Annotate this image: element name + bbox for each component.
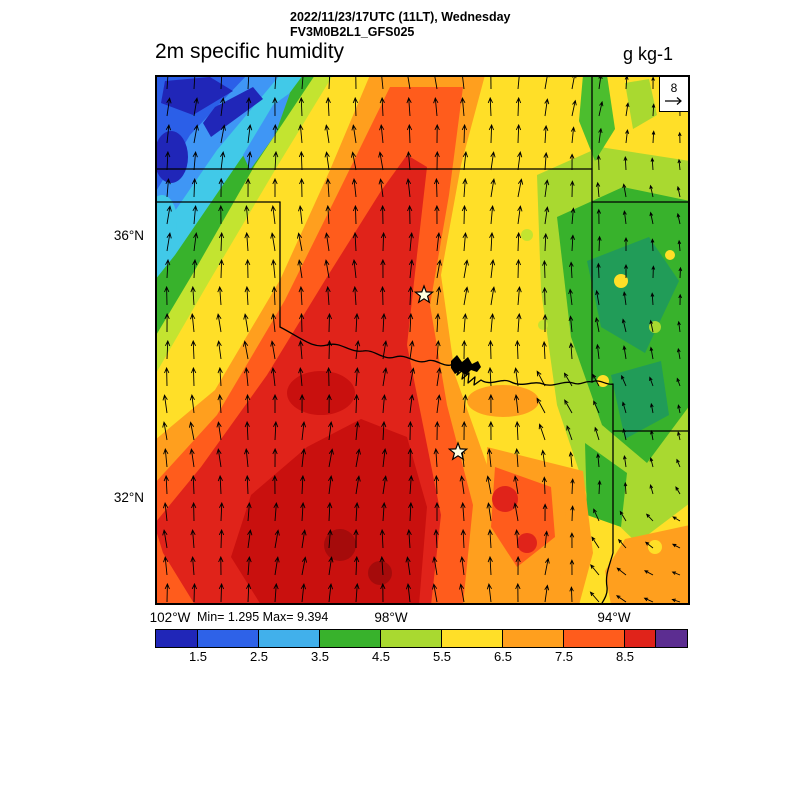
units-label: g kg-1: [623, 44, 674, 64]
colorbar-bin: [320, 630, 381, 647]
datetime-title: 2022/11/23/17UTC (11LT), Wednesday: [290, 10, 511, 24]
colorbar-tick-label: 6.5: [493, 649, 513, 664]
colorbar-bin: [259, 630, 320, 647]
colorbar-tick-label: 2.5: [249, 649, 269, 664]
wind-vector-field: [162, 75, 683, 603]
colorbar-bin: [156, 630, 198, 647]
plot-title-block: 2022/11/23/17UTC (11LT), Wednesday FV3M0…: [290, 10, 510, 40]
field-title: 2m specific humidity: [155, 40, 345, 63]
humidity-field: [155, 75, 690, 605]
humidity-map-canvas: 8: [155, 75, 690, 605]
model-title: FV3M0B2L1_GFS025: [290, 25, 415, 39]
map-frame: [155, 75, 690, 605]
colorbar-bin: [625, 630, 656, 647]
reference-wind-arrow-icon: [665, 97, 682, 105]
colorbar-bin: [564, 630, 625, 647]
colorbar-bin: [656, 630, 687, 647]
lon-label-98w: 98°W: [374, 610, 408, 625]
reference-vector-value: 8: [670, 81, 678, 95]
lat-label-36n: 36°N: [113, 228, 144, 243]
reference-vector-box: 8: [659, 76, 689, 112]
colorbar-tick-label: 4.5: [371, 649, 391, 664]
city-star-markers: [413, 284, 469, 461]
colorbar-tick-label: 8.5: [615, 649, 635, 664]
humidity-map-svg: [155, 75, 690, 605]
lake-texoma: [451, 355, 481, 375]
colorbar-tick-label: 1.5: [188, 649, 208, 664]
lat-label-32n: 32°N: [113, 490, 144, 505]
colorbar: [155, 629, 688, 648]
colorbar-tick-label: 3.5: [310, 649, 330, 664]
colorbar-bin: [381, 630, 442, 647]
colorbar-bin: [503, 630, 564, 647]
lon-label-102w: 102°W: [149, 610, 191, 625]
colorbar-tick-label: 5.5: [432, 649, 452, 664]
minmax-label: Min= 1.295 Max= 9.394: [197, 610, 329, 624]
star-marker: [447, 441, 469, 461]
star-marker: [413, 284, 435, 304]
colorbar-bin: [442, 630, 503, 647]
colorbar-bin: [198, 630, 259, 647]
colorbar-tick-labels: 1.5 2.5 3.5 4.5 5.5 6.5 7.5 8.5: [156, 649, 689, 665]
colorbar-tick-label: 7.5: [554, 649, 574, 664]
lon-label-94w: 94°W: [597, 610, 631, 625]
